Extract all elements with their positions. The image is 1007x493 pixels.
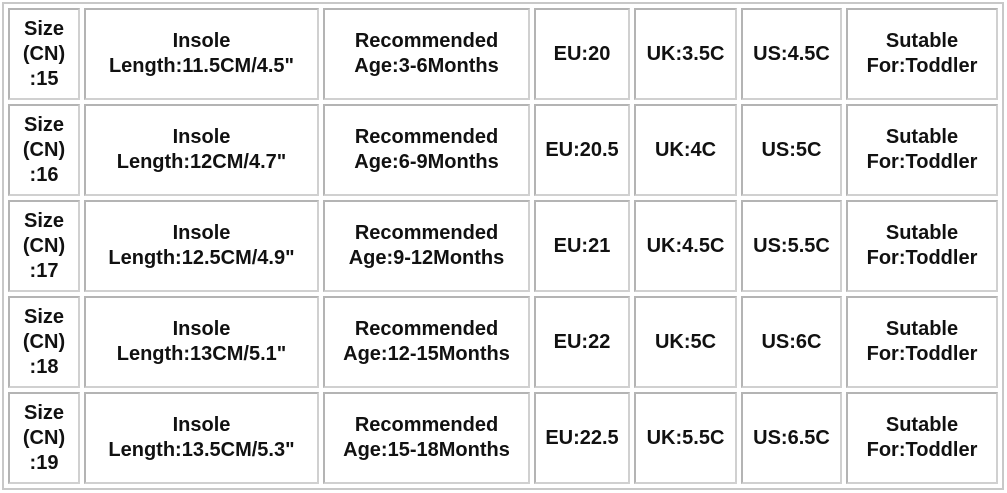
cell-line: Size xyxy=(23,401,65,424)
eu-size-cell: EU:21 xyxy=(534,200,630,292)
size-cell: Size (CN):17 xyxy=(8,200,80,292)
cell-line: Sutable xyxy=(885,222,959,244)
cell-line: Sutable xyxy=(885,30,959,52)
insole-length-cell: Insole Length:13.5CM/5.3" xyxy=(84,392,319,484)
cell-line: Insole xyxy=(172,126,231,148)
insole-length-cell: Insole Length:12CM/4.7" xyxy=(84,104,319,196)
cell-line: Age:15-18Months xyxy=(343,439,510,461)
recommended-age-cell: Recommended Age:15-18Months xyxy=(323,392,530,484)
cell-line: Size xyxy=(23,17,65,40)
cell-line: (CN) xyxy=(22,426,66,449)
uk-size-cell: UK:4.5C xyxy=(634,200,737,292)
cell-line: Recommended xyxy=(354,318,499,340)
cell-line: Age:9-12Months xyxy=(348,247,505,269)
insole-length-cell: Insole Length:11.5CM/4.5" xyxy=(84,8,319,100)
cell-line: Age:6-9Months xyxy=(354,151,499,173)
cell-line: Size xyxy=(23,209,65,232)
us-size-cell: US:4.5C xyxy=(741,8,842,100)
table-row: Size (CN):15 Insole Length:11.5CM/4.5" Recom… xyxy=(8,8,998,100)
table-row: Size (CN):16 Insole Length:12CM/4.7" Recomme… xyxy=(8,104,998,196)
cell-line: Length:13CM/5.1" xyxy=(116,343,287,365)
cell-line: Insole xyxy=(172,222,231,244)
size-cell: Size (CN):18 xyxy=(8,296,80,388)
cell-line: Recommended xyxy=(354,222,499,244)
us-size-cell: US:5.5C xyxy=(741,200,842,292)
size-cell: Size (CN):16 xyxy=(8,104,80,196)
uk-size-cell: UK:3.5C xyxy=(634,8,737,100)
insole-length-cell: Insole Length:12.5CM/4.9" xyxy=(84,200,319,292)
recommended-age-cell: Recommended Age:6-9Months xyxy=(323,104,530,196)
recommended-age-cell: Recommended Age:3-6Months xyxy=(323,8,530,100)
cell-line: Age:3-6Months xyxy=(354,55,499,77)
insole-length-cell: Insole Length:13CM/5.1" xyxy=(84,296,319,388)
cell-line: Sutable xyxy=(885,318,959,340)
cell-line: Insole xyxy=(172,30,231,52)
cell-line: Sutable xyxy=(885,126,959,148)
cell-line: Size xyxy=(23,305,65,328)
cell-line: For:Toddler xyxy=(866,343,978,365)
cell-line: Size xyxy=(23,113,65,136)
cell-line: Recommended xyxy=(354,126,499,148)
cell-line: Sutable xyxy=(885,414,959,436)
cell-line: Recommended xyxy=(354,414,499,436)
cell-line: For:Toddler xyxy=(866,55,978,77)
us-size-cell: US:6.5C xyxy=(741,392,842,484)
cell-line: (CN) xyxy=(22,42,66,65)
cell-line: Insole xyxy=(172,414,231,436)
eu-size-cell: EU:20 xyxy=(534,8,630,100)
cell-line: Age:12-15Months xyxy=(343,343,510,365)
cell-line: (CN) xyxy=(22,234,66,257)
size-cell: Size (CN):19 xyxy=(8,392,80,484)
eu-size-cell: EU:20.5 xyxy=(534,104,630,196)
uk-size-cell: UK:4C xyxy=(634,104,737,196)
cell-line: For:Toddler xyxy=(866,151,978,173)
table-row: Size (CN):17 Insole Length:12.5CM/4.9" Recom… xyxy=(8,200,998,292)
cell-line: Length:12CM/4.7" xyxy=(116,151,287,173)
cell-line: :15 xyxy=(29,67,59,90)
cell-line: (CN) xyxy=(22,330,66,353)
cell-line: For:Toddler xyxy=(866,439,978,461)
suitable-for-cell: Sutable For:Toddler xyxy=(846,104,998,196)
cell-line: Length:12.5CM/4.9" xyxy=(108,247,295,269)
uk-size-cell: UK:5.5C xyxy=(634,392,737,484)
cell-line: :17 xyxy=(29,259,59,282)
recommended-age-cell: Recommended Age:9-12Months xyxy=(323,200,530,292)
suitable-for-cell: Sutable For:Toddler xyxy=(846,200,998,292)
cell-line: :19 xyxy=(29,451,59,474)
us-size-cell: US:6C xyxy=(741,296,842,388)
eu-size-cell: EU:22.5 xyxy=(534,392,630,484)
cell-line: Insole xyxy=(172,318,231,340)
cell-line: :16 xyxy=(29,163,59,186)
eu-size-cell: EU:22 xyxy=(534,296,630,388)
cell-line: Length:11.5CM/4.5" xyxy=(108,55,295,77)
cell-line: :18 xyxy=(29,355,59,378)
cell-line: (CN) xyxy=(22,138,66,161)
us-size-cell: US:5C xyxy=(741,104,842,196)
cell-line: For:Toddler xyxy=(866,247,978,269)
suitable-for-cell: Sutable For:Toddler xyxy=(846,8,998,100)
cell-line: Recommended xyxy=(354,30,499,52)
suitable-for-cell: Sutable For:Toddler xyxy=(846,296,998,388)
cell-line: Length:13.5CM/5.3" xyxy=(108,439,295,461)
table-row: Size (CN):19 Insole Length:13.5CM/5.3" Recom… xyxy=(8,392,998,484)
size-cell: Size (CN):15 xyxy=(8,8,80,100)
table-row: Size (CN):18 Insole Length:13CM/5.1" Recomme… xyxy=(8,296,998,388)
suitable-for-cell: Sutable For:Toddler xyxy=(846,392,998,484)
recommended-age-cell: Recommended Age:12-15Months xyxy=(323,296,530,388)
uk-size-cell: UK:5C xyxy=(634,296,737,388)
